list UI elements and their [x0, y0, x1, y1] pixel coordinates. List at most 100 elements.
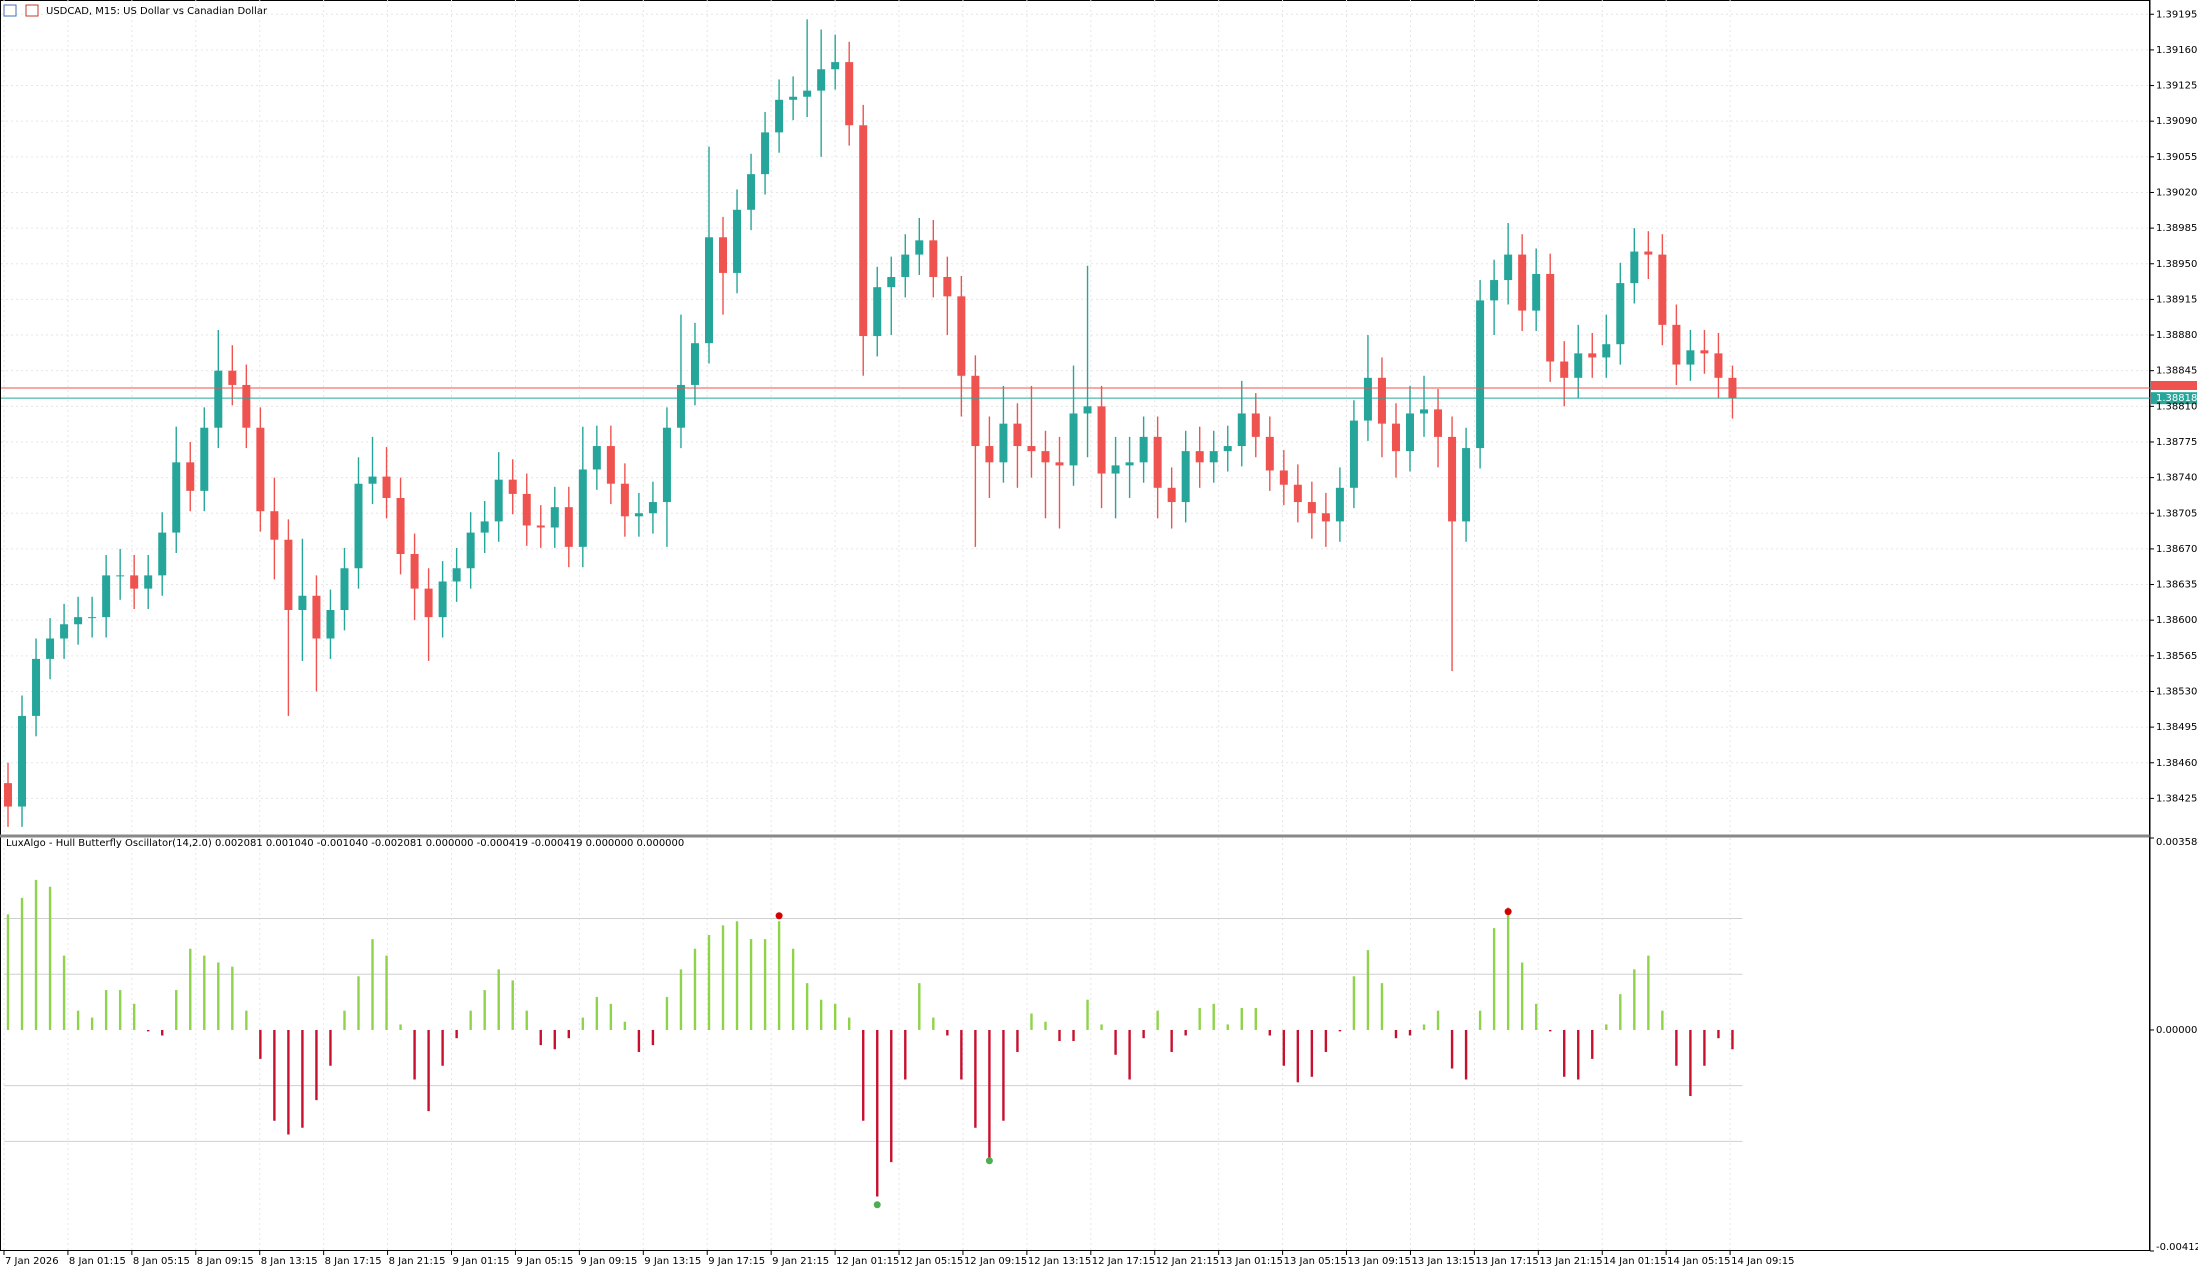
time-label: 9 Jan 01:15	[453, 1256, 510, 1267]
price-label: 1.38565	[2156, 651, 2197, 662]
candle-body	[200, 427, 209, 491]
chart-icon[interactable]	[25, 4, 39, 17]
candle-body	[382, 476, 391, 498]
price-label: 1.38495	[2156, 722, 2197, 733]
candle-body	[228, 370, 237, 385]
candle-body	[1321, 513, 1330, 522]
candle-body	[438, 581, 447, 618]
time-label: 8 Jan 17:15	[325, 1256, 382, 1267]
candle-body	[1027, 446, 1036, 452]
candle-body	[452, 568, 461, 582]
time-label: 13 Jan 21:15	[1539, 1256, 1602, 1267]
candle-body	[396, 497, 405, 554]
candle-body	[1363, 377, 1372, 421]
candle-body	[284, 539, 293, 610]
candle-body	[1448, 436, 1457, 522]
candle-body	[144, 575, 153, 589]
price-label: 1.38810	[2156, 401, 2197, 412]
candle-body	[74, 617, 83, 625]
candle-body	[564, 507, 573, 547]
candle-body	[901, 254, 910, 277]
time-label: 9 Jan 09:15	[580, 1256, 637, 1267]
price-label: 1.38985	[2156, 223, 2197, 234]
candle-body	[1391, 423, 1400, 452]
bid-label: 1.38818	[2156, 393, 2197, 404]
candle-body	[1377, 377, 1386, 424]
candle-body	[1181, 451, 1190, 503]
candle-body	[354, 483, 363, 569]
candle-body	[1139, 436, 1148, 463]
candle-body	[326, 609, 335, 639]
candle-body	[957, 296, 966, 376]
candle-body	[1700, 350, 1709, 354]
candle-body	[1167, 487, 1176, 503]
time-label: 13 Jan 09:15	[1348, 1256, 1411, 1267]
candle-body	[648, 502, 657, 514]
candle-body	[1546, 273, 1555, 362]
price-label: 1.38915	[2156, 294, 2197, 305]
candle-body	[1125, 462, 1134, 466]
candle-body	[1111, 465, 1120, 474]
chart-frame	[0, 0, 2150, 1251]
candle-body	[1686, 350, 1695, 365]
candle-body	[158, 532, 167, 576]
candle-body	[733, 209, 742, 273]
time-label: 9 Jan 13:15	[644, 1256, 701, 1267]
candle-body	[1602, 344, 1611, 358]
candle-body	[606, 446, 615, 484]
candle-body	[873, 287, 882, 337]
candle-body	[915, 240, 924, 255]
candle-body	[634, 513, 643, 517]
candle-body	[1153, 436, 1162, 488]
candle-body	[1462, 448, 1471, 522]
candle-body	[1476, 300, 1485, 449]
time-label: 8 Jan 01:15	[69, 1256, 126, 1267]
candle-body	[1420, 409, 1429, 414]
candle-body	[1097, 406, 1106, 474]
price-label: 1.38425	[2156, 793, 2197, 804]
osc-tick-label: -0.004127	[2156, 1242, 2198, 1253]
candle-body	[592, 446, 601, 470]
osc-tick-label: 0.000000	[2156, 1025, 2198, 1036]
candle-body	[803, 90, 812, 97]
time-label: 13 Jan 01:15	[1220, 1256, 1283, 1267]
candle-body	[1630, 251, 1639, 284]
time-label: 12 Jan 17:15	[1092, 1256, 1155, 1267]
price-label: 1.38670	[2156, 544, 2197, 555]
time-label: 14 Jan 05:15	[1667, 1256, 1730, 1267]
candle-body	[18, 715, 27, 807]
candle-body	[620, 483, 629, 517]
candle-body	[1251, 413, 1260, 437]
candle-body	[676, 384, 685, 428]
candle-body	[1279, 470, 1288, 485]
candle-body	[1406, 413, 1414, 452]
ask-box	[2151, 380, 2197, 390]
candle-body	[1293, 484, 1302, 503]
time-label: 12 Jan 09:15	[964, 1256, 1027, 1267]
candle-body	[789, 96, 798, 100]
time-label: 8 Jan 21:15	[389, 1256, 446, 1267]
candle-body	[116, 575, 125, 577]
candle-body	[1237, 413, 1246, 447]
candle-body	[985, 446, 994, 463]
labels-layer: 7 Jan 2026 8 Jan 01:15 8 Jan 05:15 8 Jan 09…	[5, 9, 2198, 1267]
candle-body	[368, 476, 377, 484]
candle-body	[1672, 324, 1681, 365]
price-label: 1.38740	[2156, 473, 2197, 484]
candle-body	[831, 62, 840, 70]
candle-body	[943, 276, 952, 297]
candle-body	[494, 479, 503, 522]
candle-body	[1223, 446, 1232, 452]
time-label: 9 Jan 21:15	[772, 1256, 829, 1267]
candle-body	[256, 427, 265, 512]
price-label: 1.38880	[2156, 330, 2197, 341]
candle-body	[424, 588, 433, 618]
candle-body	[550, 507, 559, 528]
time-label: 13 Jan 05:15	[1284, 1256, 1347, 1267]
candle-body	[705, 237, 713, 344]
chart-icon[interactable]	[3, 4, 17, 17]
candle-body	[1209, 451, 1218, 463]
candle-body	[1265, 436, 1274, 471]
time-label: 13 Jan 17:15	[1475, 1256, 1538, 1267]
candle-body	[1055, 462, 1064, 466]
